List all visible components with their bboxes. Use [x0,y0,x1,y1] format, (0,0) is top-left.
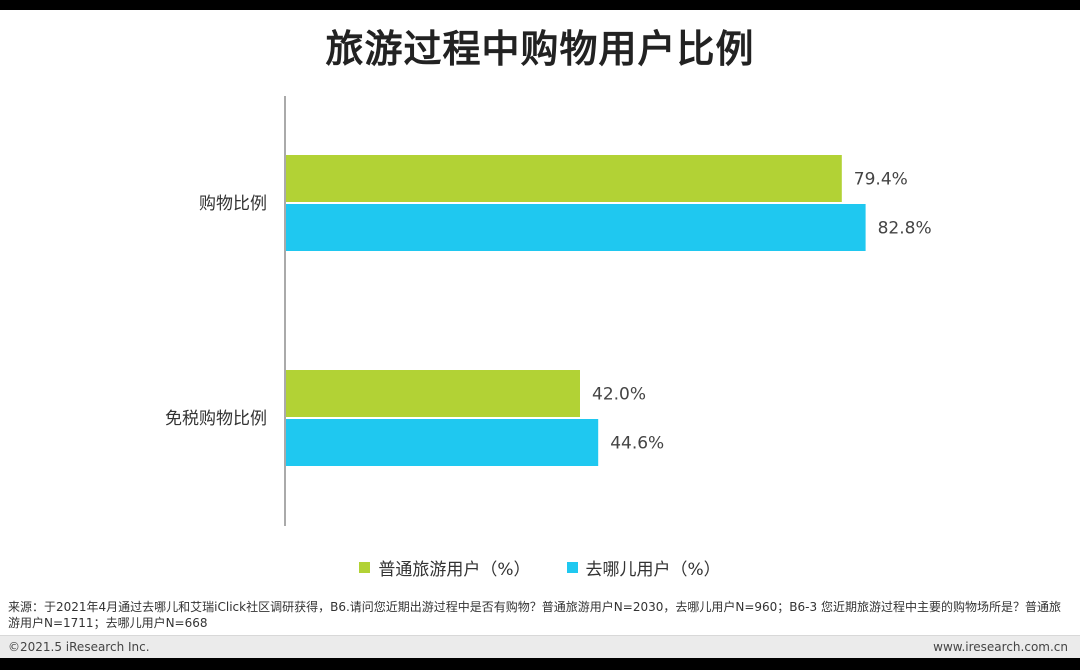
website-link[interactable]: www.iresearch.com.cn [933,640,1068,654]
legend-item-series-1: 去哪儿用户（%） [566,555,721,580]
bar-chart-plot: 购物比例 79.4% 82.8% 免税购物比例 42.0% 44.6% [165,96,932,526]
data-label-series-0-category-0: 79.4% [854,170,908,190]
bar-series-1-category-1 [286,419,599,466]
legend-item-series-0: 普通旅游用户（%） [359,555,531,580]
data-label-series-0-category-1: 42.0% [592,385,646,405]
data-label-series-1-category-1: 44.6% [610,434,664,454]
chart-legend: 普通旅游用户（%） 去哪儿用户（%） [0,555,1080,580]
chart-title: 旅游过程中购物用户比例 [325,27,755,71]
category-label-1: 免税购物比例 [165,409,267,429]
copyright-text: ©2021.5 iResearch Inc. [8,640,150,654]
source-note: 来源：于2021年4月通过去哪儿和艾瑞iClick社区调研获得，B6.请问您近期… [8,600,1061,630]
bar-series-0-category-0 [286,155,842,202]
legend-swatch-series-0 [359,562,371,573]
legend-swatch-series-1 [566,562,578,573]
data-label-series-1-category-0: 82.8% [878,219,932,239]
legend-label-series-0: 普通旅游用户（%） [378,560,531,580]
bars-layer: 购物比例 79.4% 82.8% 免税购物比例 42.0% 44.6% [165,155,932,466]
chart-canvas: 旅游过程中购物用户比例 购物比例 79.4% 82.8% 免税购物比例 42.0% 44.… [0,10,1080,658]
footer-bar: ©2021.5 iResearch Inc. www.iresearch.com… [0,635,1080,658]
bar-series-1-category-0 [286,204,866,251]
legend-label-series-1: 去哪儿用户（%） [585,560,721,580]
category-label-0: 购物比例 [199,194,267,214]
bar-series-0-category-1 [286,370,580,417]
